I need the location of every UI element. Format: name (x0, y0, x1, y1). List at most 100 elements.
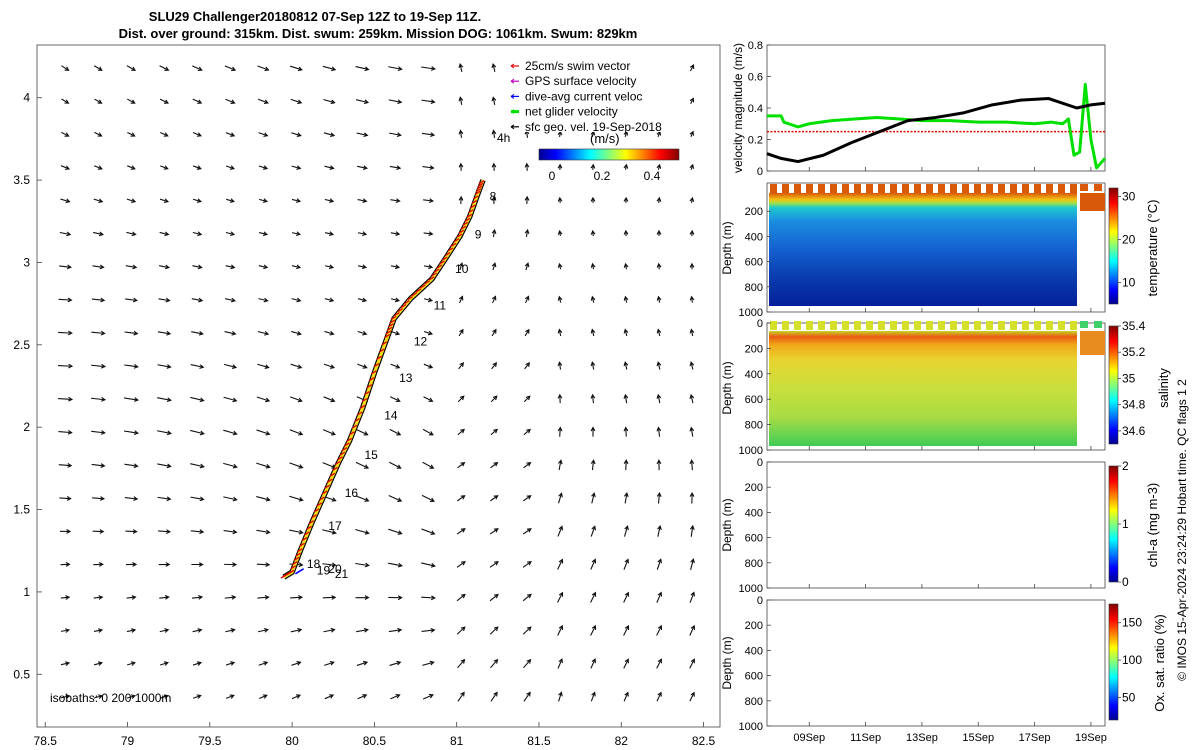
current-arrow (689, 491, 695, 504)
day-label: 14 (384, 409, 398, 423)
current-arrow (590, 163, 596, 170)
chl-a-colorbar-ticks: 0 1 2 (1118, 459, 1129, 589)
current-arrow (357, 330, 368, 336)
current-arrow (290, 98, 303, 105)
current-arrow (92, 496, 106, 501)
current-arrow (192, 65, 203, 72)
current-arrow (457, 428, 466, 436)
dive-avg-vector (294, 568, 305, 575)
current-arrow (322, 595, 337, 600)
temperature-colorbar (1108, 187, 1119, 305)
oxygen-y-tick-label: 200 (745, 620, 763, 632)
oxygen-y-tick-label: 400 (745, 645, 763, 657)
map-y-tick-label: 3.5 (13, 173, 30, 187)
current-arrow (160, 165, 169, 170)
swim-vector (341, 447, 348, 452)
current-arrow (423, 396, 434, 402)
current-arrow (93, 562, 104, 567)
current-arrow (557, 624, 564, 636)
current-arrow (458, 129, 464, 138)
swim-vector (407, 296, 413, 301)
current-arrow (590, 295, 596, 303)
current-arrow (421, 562, 436, 568)
oxygen-y-tick-label: 600 (745, 671, 763, 683)
current-arrow (389, 165, 402, 170)
salinity-y-tick-label: 1000 (739, 445, 763, 457)
swim-vector (356, 411, 363, 416)
current-arrow (91, 463, 106, 468)
map-colorbar-unit: (m/s) (590, 131, 620, 146)
chl-a-y-tick-label: 200 (745, 482, 763, 494)
temperature-field-late (1080, 193, 1105, 211)
current-arrow (422, 428, 434, 436)
temperature-surface-sample (818, 184, 825, 193)
map-x-tick-label: 81.5 (527, 734, 551, 748)
current-arrow (157, 364, 172, 369)
velocity-y-tick-label: 0.4 (748, 103, 763, 115)
velocity-y-tick-label: 0.8 (748, 40, 763, 52)
current-arrow (126, 65, 137, 71)
velocity-panel: 0 0.2 0.4 0.6 0.8 velocity magnitude (m/s) (731, 40, 1107, 178)
swim-vector (334, 460, 341, 465)
temperature-panel: 200 400 600 800 1000 Depth (m) 10 20 30 temper… (720, 182, 1160, 319)
oxygen-y-tick-label: 0 (757, 595, 763, 607)
current-arrow (91, 330, 106, 336)
current-arrow (126, 595, 137, 600)
current-arrow (623, 328, 629, 337)
salinity-surface-sample (890, 321, 897, 330)
current-arrow (127, 131, 136, 137)
velocity-series (766, 82, 1107, 170)
current-arrow (257, 627, 270, 633)
current-arrow (192, 628, 203, 633)
oxygen-y-tick-label: 800 (745, 696, 763, 708)
salinity-surface-sample (1034, 321, 1041, 330)
oxygen-y-tick-label: 1000 (739, 721, 763, 733)
current-arrow (421, 595, 436, 601)
current-arrow (557, 295, 563, 303)
current-arrow (92, 529, 105, 534)
current-arrow (356, 627, 369, 633)
swim-vector (364, 391, 370, 396)
map-x-tick-label: 80.5 (363, 734, 387, 748)
current-arrow (689, 262, 695, 270)
current-arrow (524, 295, 530, 304)
current-arrow (291, 661, 302, 666)
current-arrow (192, 264, 203, 270)
temperature-surface-sample (854, 184, 861, 193)
current-arrow (388, 66, 403, 72)
salinity-surface-sample (842, 321, 849, 330)
imos-credit: © IMOS 15-Apr-2024 23:24:29 Hobart time.… (1175, 379, 1189, 681)
legend-arrowhead (510, 93, 515, 99)
current-arrow (623, 393, 629, 404)
current-arrow (124, 330, 139, 336)
current-arrow (324, 694, 335, 700)
current-arrow (591, 492, 596, 504)
current-arrow (159, 98, 169, 104)
title-line-1: SLU29 Challenger20180812 07-Sep 12Z to 1… (149, 9, 481, 24)
salinity-surface-sample (974, 321, 981, 330)
current-arrow (159, 595, 170, 600)
current-arrow (290, 396, 303, 403)
current-arrow (323, 98, 336, 105)
current-arrow (456, 560, 466, 568)
current-arrow (390, 264, 401, 270)
current-arrow (159, 65, 170, 71)
current-arrow (256, 496, 271, 502)
temperature-colorbar-tick-label: 30 (1122, 190, 1136, 204)
salinity-surface-sample (1094, 321, 1102, 328)
swim-vector (466, 213, 473, 218)
current-arrow (389, 660, 402, 666)
current-arrow (689, 624, 696, 636)
salinity-surface-sample (878, 321, 885, 330)
salinity-clabel: salinity (1156, 368, 1171, 408)
temperature-surface-sample (806, 184, 813, 193)
legend-label: GPS surface velocity (525, 74, 636, 88)
swim-vector (433, 268, 440, 273)
legend-label: dive-avg current veloc (525, 89, 642, 103)
current-arrow (157, 330, 172, 336)
map-x-tick-label: 82.5 (692, 734, 716, 748)
current-arrow (421, 494, 435, 502)
current-arrow (491, 129, 497, 138)
salinity-field (769, 331, 1077, 446)
current-arrow (93, 628, 104, 633)
